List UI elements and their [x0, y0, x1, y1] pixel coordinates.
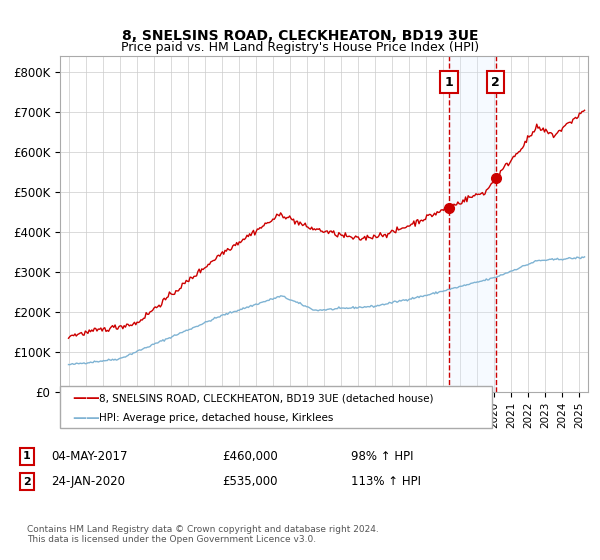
Text: £460,000: £460,000 — [222, 450, 278, 463]
Text: ——: —— — [72, 411, 100, 425]
Bar — [449, 56, 496, 392]
Text: Price paid vs. HM Land Registry's House Price Index (HPI): Price paid vs. HM Land Registry's House … — [121, 41, 479, 54]
Text: 1: 1 — [445, 76, 454, 88]
Text: 8, SNELSINS ROAD, CLECKHEATON, BD19 3UE: 8, SNELSINS ROAD, CLECKHEATON, BD19 3UE — [122, 29, 478, 44]
Text: 1: 1 — [23, 451, 31, 461]
Text: 04-MAY-2017: 04-MAY-2017 — [51, 450, 128, 463]
Text: ——: —— — [72, 391, 100, 405]
Text: £535,000: £535,000 — [222, 475, 277, 488]
Text: HPI: Average price, detached house, Kirklees: HPI: Average price, detached house, Kirk… — [99, 413, 334, 423]
Text: 2: 2 — [491, 76, 500, 88]
Text: 2: 2 — [23, 477, 31, 487]
Text: Contains HM Land Registry data © Crown copyright and database right 2024.
This d: Contains HM Land Registry data © Crown c… — [27, 525, 379, 544]
Text: 113% ↑ HPI: 113% ↑ HPI — [351, 475, 421, 488]
Text: 8, SNELSINS ROAD, CLECKHEATON, BD19 3UE (detached house): 8, SNELSINS ROAD, CLECKHEATON, BD19 3UE … — [99, 393, 433, 403]
Text: 24-JAN-2020: 24-JAN-2020 — [51, 475, 125, 488]
Text: 98% ↑ HPI: 98% ↑ HPI — [351, 450, 413, 463]
